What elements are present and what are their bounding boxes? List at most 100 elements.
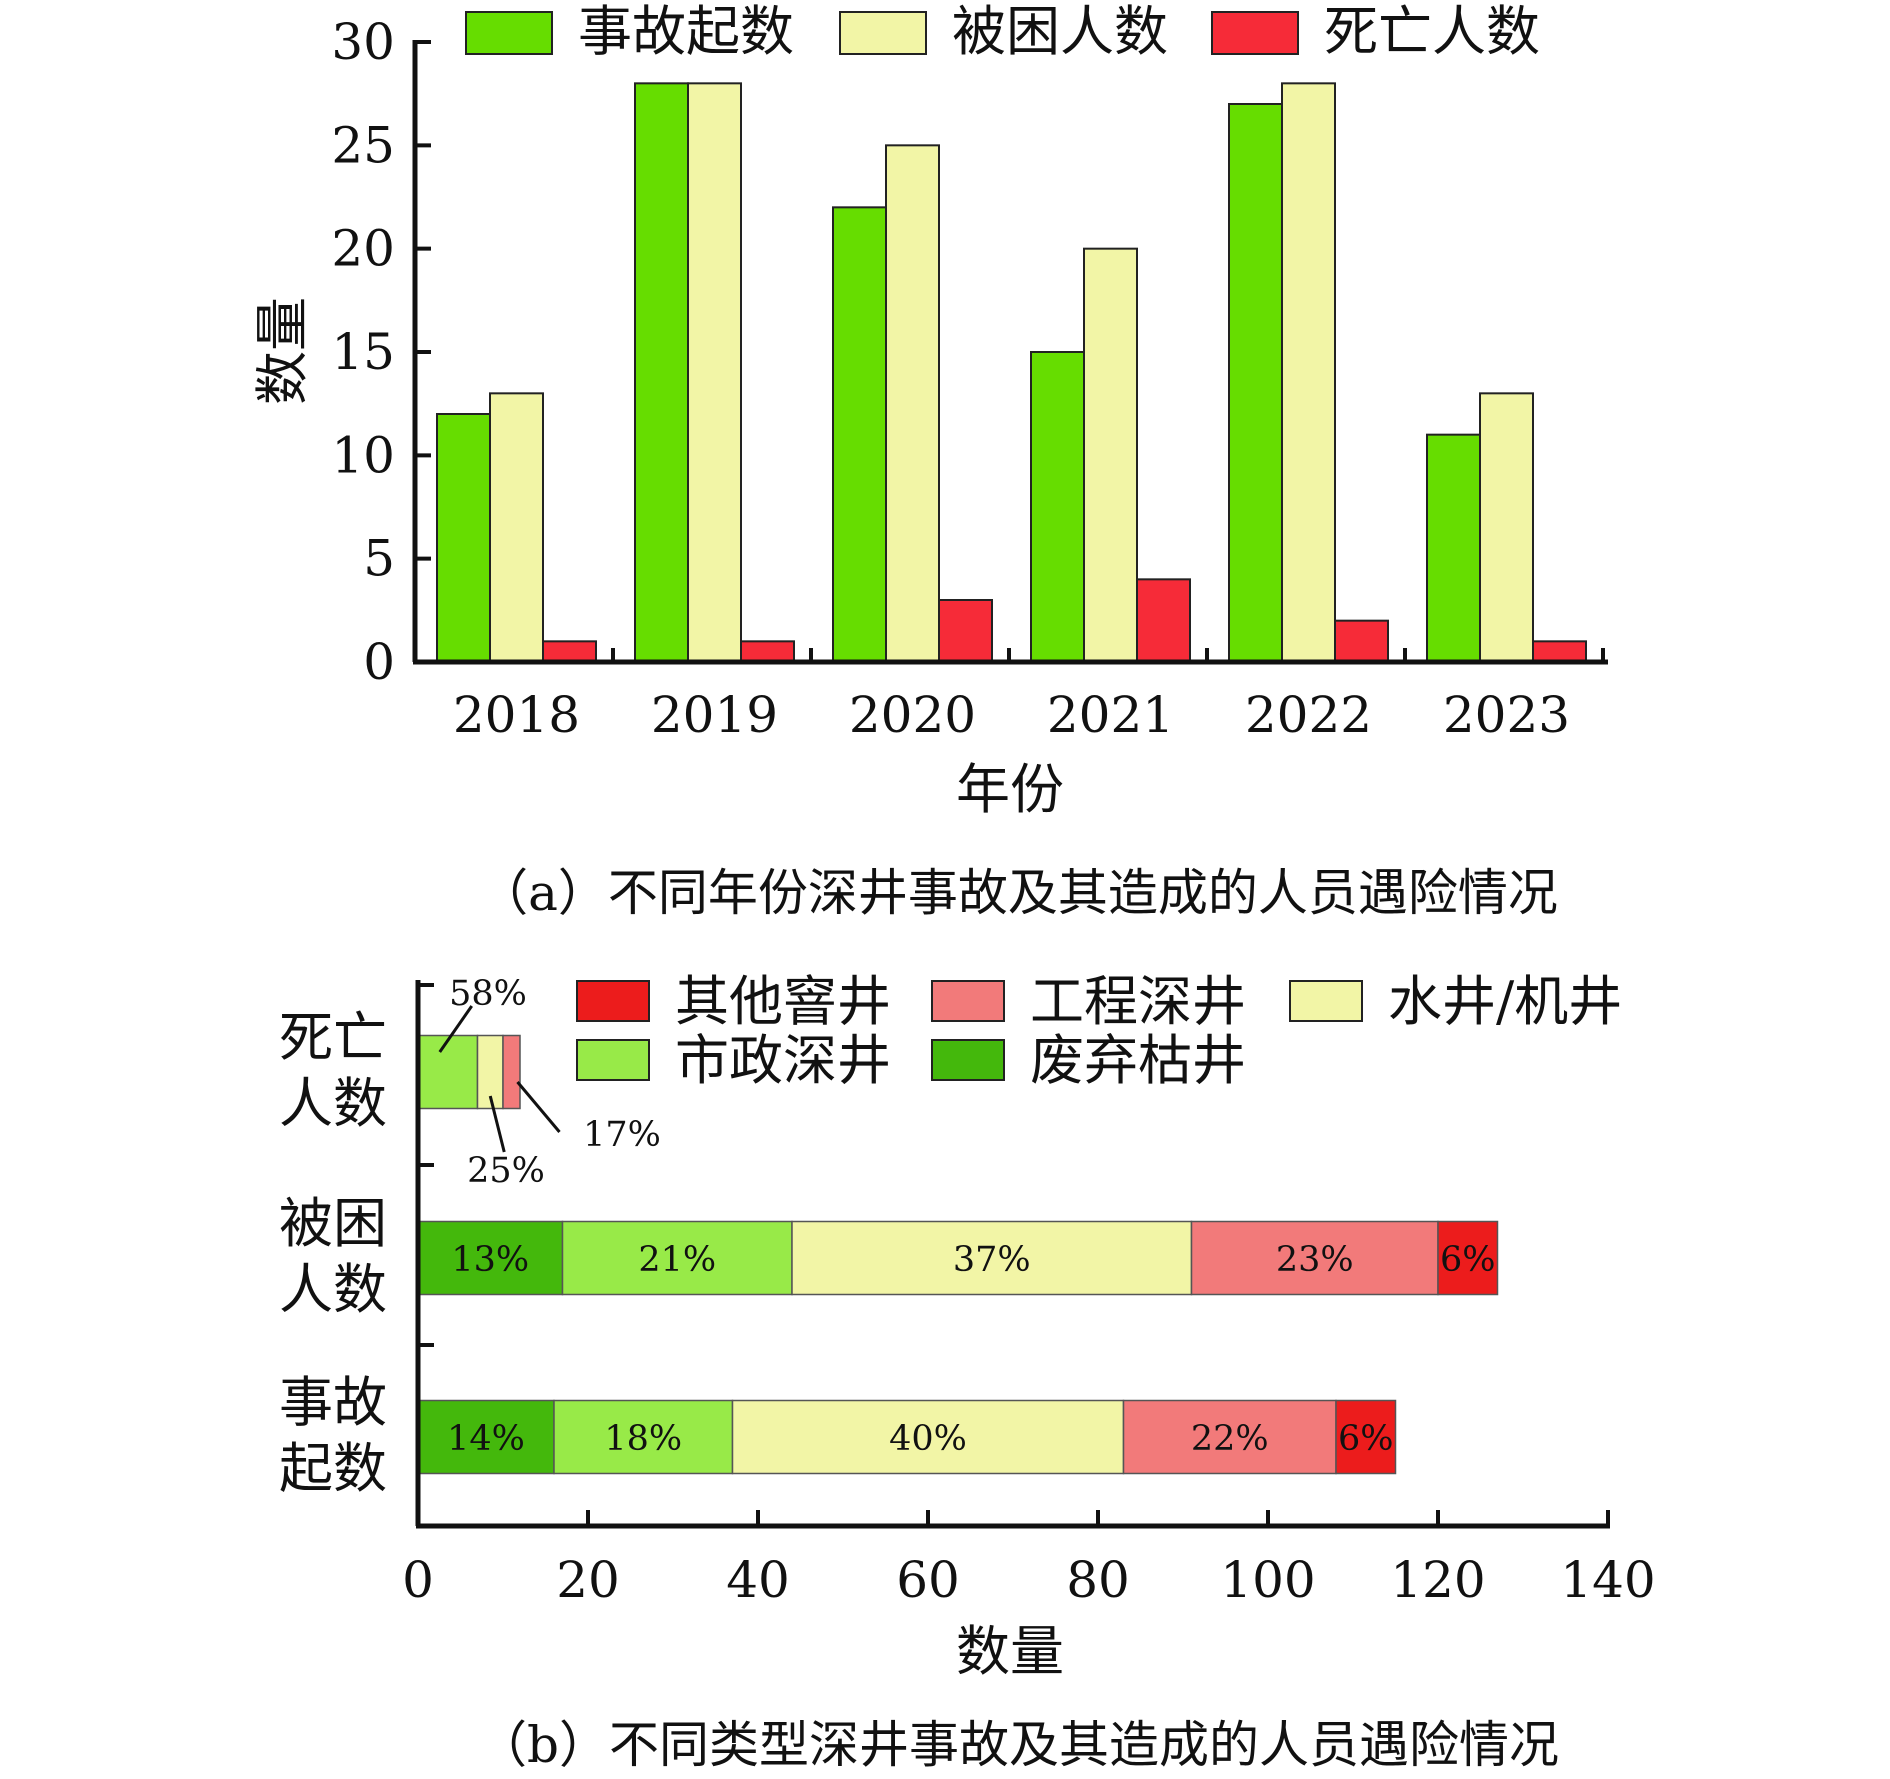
y-tick-label: 5 [363, 530, 395, 588]
segment-label: 40% [889, 1419, 967, 1459]
segment-水井/机井 [731, 1399, 1125, 1475]
x-tick-label: 2022 [1245, 686, 1372, 744]
bar-被困人数-2022 [1281, 82, 1336, 664]
x-tick-label: 2021 [1047, 686, 1174, 744]
bar-死亡人数-2019 [740, 640, 795, 663]
x-tick-label: 60 [896, 1551, 960, 1609]
legend-swatch-事故起数 [465, 11, 553, 55]
legend-label: 其他窨井 [675, 970, 891, 1033]
chart-b: 13% 21% 37% 23% 6% 14% 18% 40% 22% 6% 58% 25% 17% 0 2… [279, 970, 1656, 1774]
chart-a-caption: （a）不同年份深井事故及其造成的人员遇险情况 [478, 864, 1558, 922]
legend-label: 事故起数 [578, 0, 794, 63]
bar-事故起数-2018 [436, 413, 491, 663]
chart-a: 0 5 10 15 20 25 30 2018 2019 2020 2021 2022 2023 年份… [251, 0, 1608, 922]
segment-label: 18% [604, 1419, 682, 1459]
callout-label: 25% [467, 1151, 545, 1191]
legend-label: 死亡人数 [1324, 0, 1540, 63]
legend-label: 废弃枯井 [1030, 1029, 1246, 1092]
bar-被困人数-2023 [1479, 392, 1534, 663]
segment-工程深井 [1190, 1220, 1439, 1296]
chart-a-y-ticks: 0 5 10 15 20 25 30 [331, 13, 431, 691]
legend-label: 工程深井 [1030, 970, 1246, 1033]
segment-label: 13% [451, 1240, 529, 1280]
legend-swatch-其他窨井 [576, 980, 650, 1022]
y-tick-label: 30 [331, 13, 395, 71]
legend-label: 被困人数 [952, 0, 1168, 63]
y-tick-label: 20 [331, 220, 395, 278]
chart-b-x-ticks: 0 20 40 60 80 100 120 140 [402, 1510, 1656, 1609]
x-tick-label: 100 [1220, 1551, 1315, 1609]
legend-swatch-工程深井 [931, 980, 1005, 1022]
segment-其他窨井 [1335, 1399, 1397, 1475]
callout-line [438, 1005, 473, 1053]
legend-label: 市政深井 [675, 1029, 891, 1092]
chart-b-bars: 13% 21% 37% 23% 6% 14% 18% 40% 22% 6% 58% 25% 17% [417, 974, 1499, 1475]
segment-label: 21% [638, 1240, 716, 1280]
y-tick-label: 0 [363, 633, 395, 691]
segment-label: 22% [1191, 1419, 1269, 1459]
bar-事故起数-2019 [634, 82, 689, 664]
x-tick-label: 2020 [849, 686, 976, 744]
x-tick-label: 140 [1560, 1551, 1655, 1609]
bar-被困人数-2021 [1083, 247, 1138, 664]
bar-死亡人数-2020 [938, 599, 993, 663]
legend-swatch-水井/机井 [1289, 980, 1363, 1022]
segment-工程深井 [1122, 1399, 1337, 1475]
x-tick-label: 120 [1390, 1551, 1485, 1609]
callout-line [488, 1095, 506, 1153]
bar-事故起数-2022 [1228, 103, 1283, 663]
segment-市政深井 [417, 1034, 479, 1110]
segment-废弃枯井 [417, 1399, 555, 1475]
category-label-line2: 人数 [279, 1072, 387, 1135]
segment-水井/机井 [791, 1220, 1193, 1296]
x-tick-label: 80 [1066, 1551, 1130, 1609]
legend-swatch-被困人数 [839, 11, 927, 55]
legend-swatch-死亡人数 [1211, 11, 1299, 55]
legend-swatch-市政深井 [576, 1039, 650, 1081]
segment-label: 23% [1276, 1240, 1354, 1280]
bar-事故起数-2023 [1426, 433, 1481, 663]
bar-死亡人数-2018 [542, 640, 597, 663]
chart-a-x-ticks: 2018 2019 2020 2021 2022 2023 [413, 648, 1605, 744]
category-label-line1: 被困 [279, 1192, 387, 1255]
x-tick-label: 2023 [1443, 686, 1570, 744]
segment-label: 14% [447, 1419, 525, 1459]
legend-label: 水井/机井 [1388, 970, 1622, 1033]
y-tick-label: 15 [331, 323, 395, 381]
chart-b-caption: （b）不同类型深井事故及其造成的人员遇险情况 [477, 1716, 1559, 1774]
bar-死亡人数-2023 [1532, 640, 1587, 663]
chart-a-y-axis-title: 数量 [251, 297, 314, 405]
x-tick-label: 2019 [651, 686, 778, 744]
bar-被困人数-2019 [687, 82, 742, 664]
callout-line [516, 1081, 561, 1133]
bar-被困人数-2018 [489, 392, 544, 663]
segment-其他窨井 [1437, 1220, 1499, 1296]
bar-事故起数-2021 [1030, 351, 1085, 663]
legend-swatch-废弃枯井 [931, 1039, 1005, 1081]
bar-死亡人数-2021 [1136, 578, 1191, 663]
chart-a-legend: 事故起数 被困人数 死亡人数 [465, 0, 1540, 63]
segment-工程深井 [502, 1034, 521, 1110]
bar-事故起数-2020 [832, 206, 887, 663]
callout-label: 58% [449, 974, 527, 1014]
x-tick-label: 0 [402, 1551, 434, 1609]
x-tick-label: 20 [556, 1551, 620, 1609]
segment-市政深井 [553, 1399, 734, 1475]
chart-b-y-ticks [416, 983, 434, 1347]
chart-a-x-axis-title: 年份 [956, 758, 1064, 821]
y-tick-label: 25 [331, 116, 395, 174]
bar-被困人数-2020 [885, 144, 940, 664]
category-label-line2: 人数 [279, 1258, 387, 1321]
x-tick-label: 2018 [453, 686, 580, 744]
category-label-line2: 起数 [279, 1437, 387, 1500]
callout-label: 17% [583, 1115, 661, 1155]
segment-label: 6% [1440, 1240, 1496, 1280]
segment-label: 6% [1338, 1419, 1394, 1459]
x-tick-label: 40 [726, 1551, 790, 1609]
segment-label: 37% [953, 1240, 1031, 1280]
y-tick-label: 10 [331, 426, 395, 484]
category-label-line1: 死亡 [279, 1006, 387, 1069]
